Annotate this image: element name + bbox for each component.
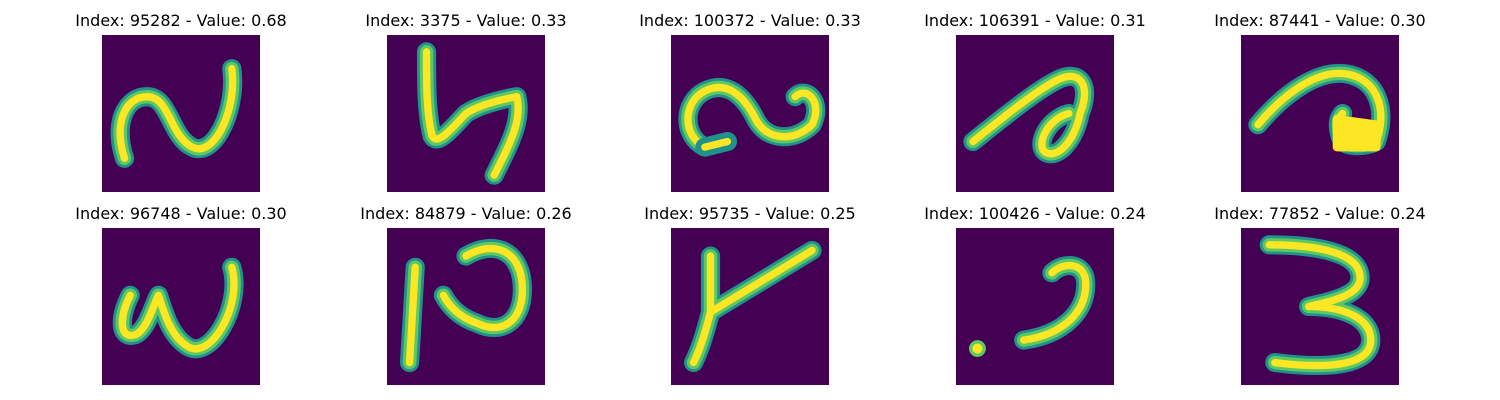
digit-glyph: [1259, 235, 1381, 376]
digit-image: [102, 228, 260, 385]
digit-glyph: [399, 239, 533, 373]
panel-title: Index: 100426 - Value: 0.24: [924, 204, 1146, 223]
panel-title: Index: 77852 - Value: 0.24: [1214, 204, 1426, 223]
digit-image: [671, 228, 829, 385]
digit-image: [102, 35, 260, 192]
digit-glyph: [110, 59, 243, 168]
digit-image: [1241, 228, 1399, 385]
digit-glyph: [968, 256, 1096, 357]
digit-glyph: [963, 66, 1095, 164]
digit-glyph: [1248, 63, 1391, 156]
digit-image: [1241, 35, 1399, 192]
panel-title: Index: 3375 - Value: 0.33: [365, 11, 567, 30]
panel-title: Index: 95735 - Value: 0.25: [644, 204, 856, 223]
digit-image: [671, 35, 829, 192]
panel-title: Index: 106391 - Value: 0.31: [924, 11, 1146, 30]
digit-glyph: [678, 78, 826, 157]
digit-image: [387, 228, 545, 385]
digit-image: [956, 35, 1114, 192]
panel-title: Index: 87441 - Value: 0.30: [1214, 11, 1426, 30]
panel-title: Index: 96748 - Value: 0.30: [75, 204, 287, 223]
digit-glyph: [683, 240, 822, 373]
digit-glyph: [112, 257, 244, 359]
digit-image: [956, 228, 1114, 385]
digit-image: [387, 35, 545, 192]
panel-title: Index: 100372 - Value: 0.33: [639, 11, 861, 30]
digit-glyph: [416, 42, 528, 185]
panel-title: Index: 84879 - Value: 0.26: [360, 204, 572, 223]
panel-title: Index: 95282 - Value: 0.68: [75, 11, 287, 30]
